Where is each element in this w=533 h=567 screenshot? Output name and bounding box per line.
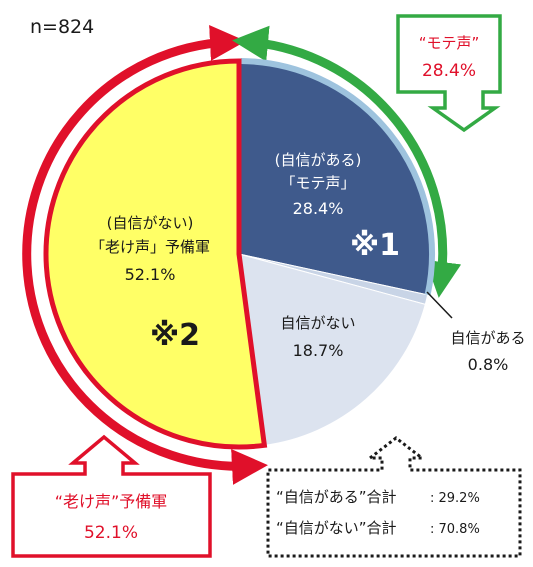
- callout-mote-box: [396, 14, 502, 133]
- callout-mote: “モテ声” 28.4%: [396, 14, 502, 133]
- totals-not-confident-label: “自信がない”合計: [276, 519, 397, 537]
- slice-label-fuke-line1: (自信がない): [107, 214, 194, 232]
- slice-labels: (自信がある) 「モテ声」 28.4% ※1 自信がない 18.7% (自信がな…: [90, 151, 526, 374]
- callout-fuke-box: [11, 434, 212, 558]
- slice-value-mote: 28.4%: [293, 199, 344, 218]
- callout-mote-title: “モテ声”: [419, 34, 480, 52]
- callout-fuke: “老け声”予備軍 52.1%: [11, 434, 212, 558]
- slice-label-not-confident: 自信がない: [280, 314, 355, 332]
- sample-size-label: n=824: [30, 16, 94, 38]
- pie-slices: [43, 58, 435, 450]
- slice-value-not-confident: 18.7%: [293, 341, 344, 360]
- slice-mote-edge: [240, 58, 435, 296]
- callout-totals-box: [266, 436, 522, 558]
- red-arc-arrow: [22, 24, 268, 485]
- callout-mote-value: 28.4%: [422, 61, 476, 81]
- slice-marker-fuke: ※2: [150, 318, 200, 353]
- slice-label-mote-line2: 「モテ声」: [280, 174, 355, 192]
- callout-fuke-title: “老け声”予備軍: [55, 492, 168, 511]
- slice-label-mote-line1: (自信がある): [275, 151, 362, 169]
- totals-confident-label: “自信がある”合計: [276, 488, 397, 506]
- leader-line-confident: [426, 291, 453, 319]
- totals-confident-value: : 29.2%: [430, 491, 480, 506]
- slice-not-confident: [238, 253, 426, 446]
- slice-label-confident: 自信がある: [450, 329, 525, 347]
- callout-totals: “自信がある”合計 : 29.2% “自信がない”合計 : 70.8%: [266, 436, 522, 558]
- slice-value-confident: 0.8%: [468, 355, 509, 374]
- slice-label-fuke-line2: 「老け声」予備軍: [90, 238, 210, 256]
- green-arc-arrow: [232, 25, 462, 298]
- totals-not-confident-value: : 70.8%: [430, 522, 480, 537]
- slice-fuke-outline: [43, 58, 268, 450]
- slice-marker-mote: ※1: [350, 228, 400, 263]
- slice-value-fuke: 52.1%: [125, 265, 176, 284]
- callout-fuke-value: 52.1%: [84, 523, 138, 543]
